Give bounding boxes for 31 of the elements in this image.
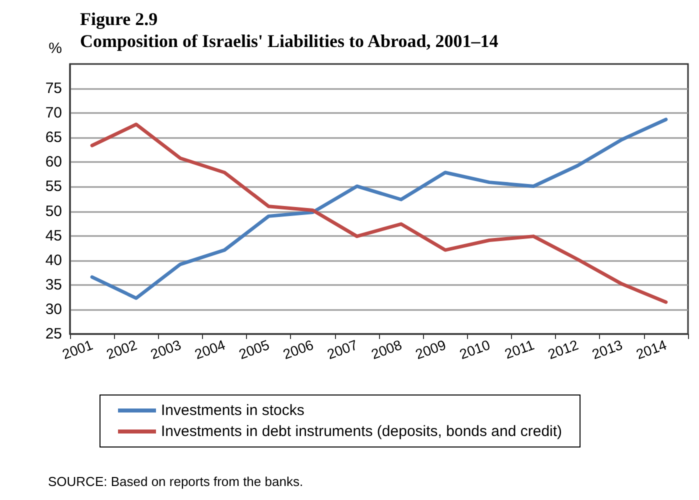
x-tick-label: 2007: [324, 336, 360, 362]
chart-subtitle: Composition of Israelis' Liabilities to Abroad, 2001–14: [80, 31, 498, 51]
x-tick-label: 2003: [148, 336, 184, 362]
y-tick-label: 50: [45, 202, 62, 220]
x-tick-label: 2012: [546, 336, 581, 362]
y-tick-label: 30: [45, 300, 62, 318]
x-tick-label: 2013: [590, 336, 625, 362]
x-tick-label: 2004: [192, 336, 228, 362]
source-note: SOURCE: Based on reports from the banks.: [48, 474, 304, 489]
y-tick-label: 65: [45, 129, 62, 146]
x-tick-label: 2010: [457, 336, 492, 362]
chart-title: Figure 2.9: [80, 9, 158, 29]
y-tick-label: 70: [45, 104, 62, 122]
x-tick-label: 2001: [60, 336, 95, 362]
x-tick-label: 2002: [104, 336, 140, 362]
x-tick-label: 2011: [502, 336, 536, 362]
x-tick-label: 2014: [634, 336, 669, 362]
y-tick-label: 75: [45, 80, 62, 98]
legend-label: Investments in stocks: [161, 402, 304, 419]
x-tick-label: 2009: [413, 336, 448, 362]
y-tick-label: 40: [45, 252, 62, 269]
y-tick-label: 45: [45, 227, 62, 244]
x-tick-label: 2008: [369, 336, 404, 362]
y-axis-title: %: [48, 40, 62, 57]
y-tick-label: 35: [45, 276, 62, 294]
x-tick-label: 2005: [236, 336, 272, 362]
y-tick-label: 60: [45, 154, 62, 171]
y-tick-label: 25: [45, 326, 62, 342]
y-tick-label: 55: [45, 178, 62, 196]
legend-label: Investments in debt instruments (deposits, bonds and credit): [161, 423, 562, 440]
x-tick-label: 2006: [280, 336, 316, 362]
